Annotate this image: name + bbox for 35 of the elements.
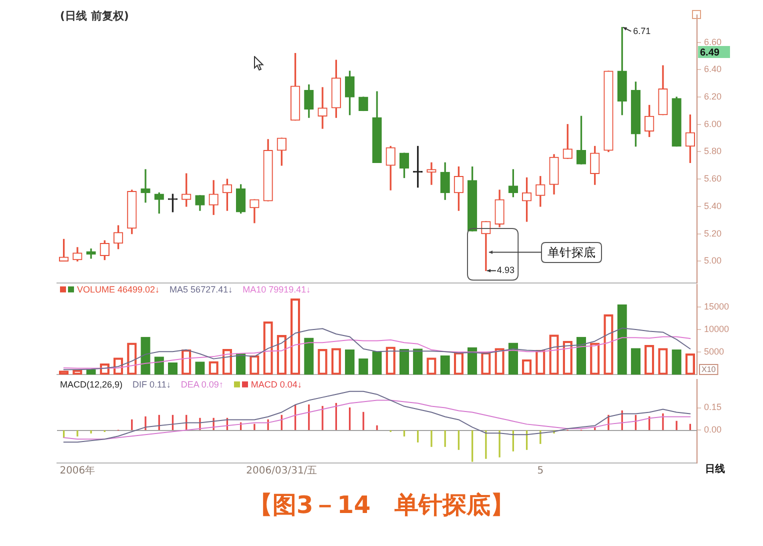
y-tick-label: 15000 <box>704 301 730 312</box>
y-tick-label: 0.00 <box>704 424 722 435</box>
text: DEA 0.09↑ <box>180 379 224 390</box>
text: DIF 0.11↓ <box>132 379 171 390</box>
y-tick-label: 10000 <box>704 324 730 334</box>
y-axis-title: X10 <box>702 365 716 374</box>
text: MA10 79919.41↓ <box>242 284 311 294</box>
y-tick-label: 6.20 <box>704 92 722 102</box>
text: 【图3－14 单针探底】 <box>248 491 515 520</box>
y-tick-label: 0.15 <box>704 402 722 412</box>
legend-label: VOLUME 46499.02↓ <box>77 284 160 294</box>
legend-label: MACD 0.04↓ <box>250 379 302 390</box>
text: MA5 56727.41↓ <box>170 284 233 294</box>
y-tick-label: 5.20 <box>704 228 722 238</box>
y-tick-label: 5.80 <box>704 146 722 156</box>
x-tick-label: 2006年 <box>60 464 96 477</box>
x-tick-label: 2006/03/31/五 <box>246 466 318 477</box>
y-tick-label: 5.40 <box>704 200 722 211</box>
y-tick-label: 6.60 <box>704 36 722 47</box>
annotation: 单针探底 <box>548 245 596 260</box>
x-tick-label: 5 <box>537 466 544 477</box>
y-tick-label: 5.00 <box>704 256 722 266</box>
candlestick <box>318 87 328 129</box>
text: 6.49 <box>700 47 720 58</box>
chart-title: (日线 前复权) <box>60 9 129 22</box>
y-tick-label: 5000 <box>704 346 724 357</box>
candlestick <box>140 169 150 203</box>
y-tick-label: 5.60 <box>704 174 722 184</box>
legend-title: MACD(12,26,9) <box>60 379 123 390</box>
y-tick-label: 6.40 <box>704 64 722 74</box>
annotation: 6.71 <box>633 26 651 36</box>
annotation: 4.93 <box>496 265 514 276</box>
x-axis-title: 日线 <box>705 463 725 476</box>
candlestick <box>426 162 436 185</box>
y-tick-label: 6.00 <box>704 118 722 129</box>
